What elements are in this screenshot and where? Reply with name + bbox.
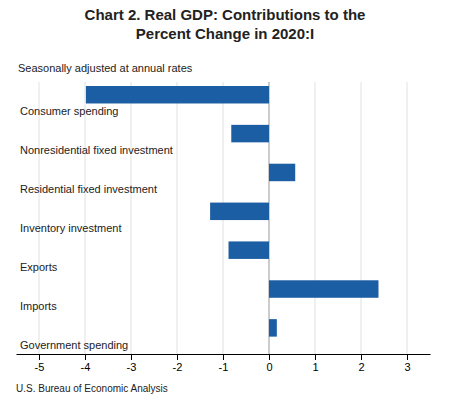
x-tick-label: 2 (358, 361, 364, 373)
x-tick: -1 (219, 354, 229, 373)
x-tick-mark (361, 354, 362, 360)
x-tick-label: 3 (404, 361, 410, 373)
x-tick-mark (269, 354, 270, 360)
footnote: U.S. Bureau of Economic Analysis (16, 383, 168, 394)
bar (231, 125, 269, 142)
grid-line (315, 82, 316, 354)
x-tick-label: -2 (173, 361, 183, 373)
category-label: Imports (20, 300, 57, 312)
title-line: Percent Change in 2020:I (136, 25, 314, 42)
x-tick-label: -3 (127, 361, 137, 373)
chart: Chart 2. Real GDP: Contributions to the P… (0, 0, 450, 400)
bar (210, 203, 269, 220)
x-tick-label: 1 (312, 361, 318, 373)
x-tick-label: -4 (81, 361, 91, 373)
x-tick: 1 (312, 354, 318, 373)
grid-line (39, 82, 40, 354)
bar (86, 86, 269, 103)
x-tick-mark (223, 354, 224, 360)
bar (269, 164, 295, 181)
category-labels: Consumer spending Nonresidential fixed in… (20, 105, 173, 350)
subtitle: Seasonally adjusted at annual rates (18, 62, 193, 74)
title-line: Chart 2. Real GDP: Contributions to the (85, 6, 366, 23)
bar (269, 280, 378, 297)
x-tick-mark (131, 354, 132, 360)
bar (229, 241, 269, 258)
x-tick-label: -5 (35, 361, 45, 373)
x-tick: -2 (173, 354, 183, 373)
title: Chart 2. Real GDP: Contributions to the P… (85, 6, 366, 42)
bar (269, 319, 277, 336)
x-axis: -5 -4 -3 -2 -1 0 1 2 3 (17, 354, 431, 373)
x-tick: -4 (81, 354, 91, 373)
x-tick: 2 (358, 354, 364, 373)
grid-line (131, 82, 132, 354)
x-tick: -5 (35, 354, 45, 373)
category-label: Exports (20, 261, 58, 273)
grid-line (407, 82, 408, 354)
category-label: Consumer spending (20, 105, 118, 117)
x-tick-label: 0 (266, 361, 272, 373)
x-tick-mark (177, 354, 178, 360)
x-tick: 0 (266, 354, 272, 373)
x-tick-mark (39, 354, 40, 360)
x-tick-mark (85, 354, 86, 360)
grid-line (177, 82, 178, 354)
grid-line (85, 82, 86, 354)
category-label: Nonresidential fixed investment (20, 144, 173, 156)
x-tick-mark (315, 354, 316, 360)
category-label: Government spending (20, 339, 128, 351)
plot: Consumer spending Nonresidential fixed in… (17, 82, 431, 373)
x-tick-mark (407, 354, 408, 360)
grid-line (361, 82, 362, 354)
x-tick: 3 (404, 354, 410, 373)
x-tick-label: -1 (219, 361, 229, 373)
x-tick: -3 (127, 354, 137, 373)
category-label: Residential fixed investment (20, 183, 157, 195)
grid (39, 82, 407, 354)
bars (86, 86, 379, 337)
category-label: Inventory investment (20, 222, 122, 234)
